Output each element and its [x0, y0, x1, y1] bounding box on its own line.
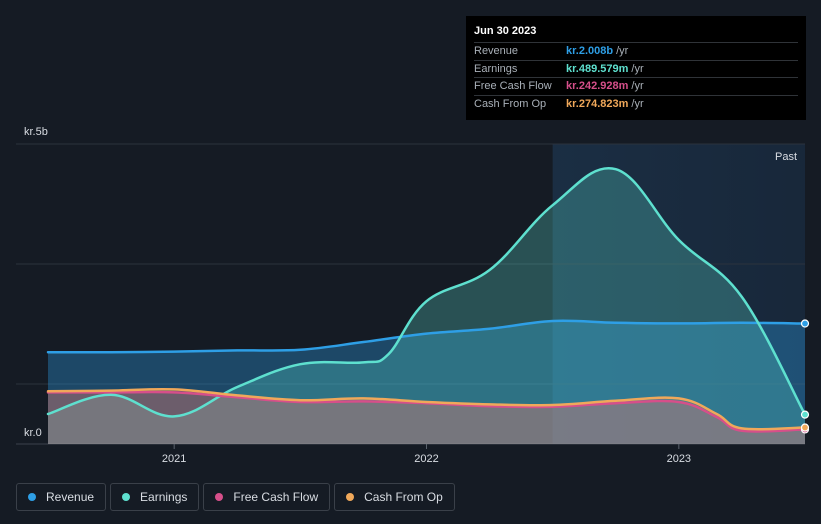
tooltip-unit: /yr: [631, 80, 644, 93]
legend-label: Free Cash Flow: [233, 490, 319, 504]
region-label-past: Past: [775, 151, 797, 163]
y-min-label: kr.0: [24, 427, 42, 439]
x-tick-label: 2023: [667, 453, 691, 465]
line-earnings: [46, 166, 807, 418]
legend-dot-icon: [215, 493, 224, 501]
tooltip-label: Free Cash Flow: [474, 80, 552, 93]
tooltip-unit: /yr: [616, 45, 629, 58]
area-free-cash-flow: [48, 392, 805, 444]
tooltip-row-earnings: Earnings kr.489.579m /yr: [474, 59, 798, 78]
end-marker-revenue: [800, 319, 810, 328]
end-marker-earnings: [800, 410, 810, 419]
x-tick-label: 2022: [414, 453, 438, 465]
tooltip-unit: /yr: [631, 62, 644, 75]
legend-dot-icon: [28, 493, 36, 501]
tooltip-label: Earnings: [474, 62, 518, 75]
line-free-cash-flow: [46, 390, 807, 433]
tooltip-row-revenue: Revenue kr.2.008b /yr: [474, 42, 798, 60]
tooltip-value: kr.2.008b: [566, 45, 614, 58]
legend-item-cash-from-op[interactable]: Cash From Op: [334, 483, 455, 511]
legend-item-revenue[interactable]: Revenue: [16, 483, 107, 511]
legend-item-earnings[interactable]: Earnings: [110, 483, 200, 511]
legend-label: Revenue: [46, 490, 95, 504]
legend-dot-icon: [122, 493, 131, 501]
line-revenue: [46, 319, 807, 354]
tooltip-label: Revenue: [474, 45, 519, 58]
legend-label: Cash From Op: [364, 490, 443, 504]
tooltip-row-cash-from-op: Cash From Op kr.274.823m /yr: [474, 94, 798, 113]
past-region: [552, 144, 805, 444]
tooltip-value: kr.489.579m: [566, 62, 629, 75]
tooltip-value: kr.242.928m: [566, 80, 629, 93]
x-tick-label: 2021: [162, 453, 186, 465]
tooltip-label: Cash From Op: [474, 97, 547, 110]
legend-dot-icon: [346, 493, 355, 501]
legend-label: Earnings: [140, 490, 188, 504]
area-earnings: [48, 168, 805, 444]
tooltip-value: kr.274.823m: [566, 97, 629, 110]
chart-legend: Revenue Earnings Free Cash Flow Cash Fro…: [16, 483, 459, 511]
data-tooltip: Jun 30 2023 Revenue kr.2.008b /yr Earnin…: [466, 16, 806, 120]
tooltip-unit: /yr: [631, 97, 644, 110]
end-marker-cash-from-op: [800, 423, 810, 432]
line-cash-from-op: [46, 387, 807, 431]
legend-item-free-cash-flow[interactable]: Free Cash Flow: [203, 483, 331, 511]
tooltip-date: Jun 30 2023: [474, 25, 537, 37]
tooltip-row-free-cash-flow: Free Cash Flow kr.242.928m /yr: [474, 77, 798, 95]
y-max-label: kr.5b: [24, 126, 48, 138]
